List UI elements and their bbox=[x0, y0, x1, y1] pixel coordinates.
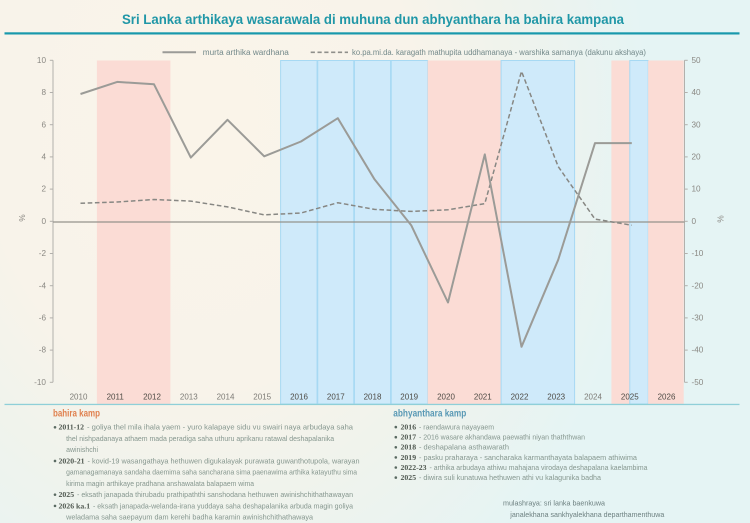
svg-text:- kovid-19 wasangathaya hethuw: - kovid-19 wasangathaya hethuwen digukal… bbox=[88, 456, 360, 465]
svg-text:2026: 2026 bbox=[658, 393, 676, 402]
svg-text:2020: 2020 bbox=[437, 393, 455, 402]
svg-text:2015: 2015 bbox=[253, 393, 271, 402]
svg-text:2011-12: 2011-12 bbox=[59, 423, 85, 432]
svg-text:- eksath janapada thirubadu pr: - eksath janapada thirubadu prathipathth… bbox=[77, 490, 353, 499]
svg-text:2019: 2019 bbox=[401, 453, 417, 462]
svg-text:thel nishpadanaya athaem mada: thel nishpadanaya athaem mada peradiga s… bbox=[66, 434, 334, 443]
svg-text:30: 30 bbox=[692, 120, 702, 129]
svg-text:2014: 2014 bbox=[217, 393, 235, 402]
svg-text:20: 20 bbox=[692, 153, 702, 162]
svg-text:2024: 2024 bbox=[584, 393, 602, 402]
svg-text:weladama saha saepayum dam ker: weladama saha saepayum dam kerehi badha … bbox=[65, 513, 313, 522]
svg-text:- 2016 wasare akhandawa paewat: - 2016 wasare akhandawa paewathi niyan t… bbox=[419, 433, 585, 442]
svg-text:0: 0 bbox=[41, 217, 46, 226]
svg-text:2021: 2021 bbox=[474, 393, 492, 402]
svg-text:-2: -2 bbox=[39, 249, 47, 258]
svg-text:4: 4 bbox=[41, 153, 46, 162]
svg-text:8: 8 bbox=[41, 88, 46, 97]
svg-text:-8: -8 bbox=[39, 346, 47, 355]
svg-text:- eksath janapada-welanda-iran: - eksath janapada-welanda-irana yuddaya … bbox=[93, 501, 353, 510]
svg-text:murta arthika wardhana: murta arthika wardhana bbox=[203, 48, 290, 57]
svg-text:abhyanthara kamp: abhyanthara kamp bbox=[393, 409, 466, 420]
svg-text:2016: 2016 bbox=[401, 423, 417, 432]
svg-text:2023: 2023 bbox=[547, 393, 565, 402]
svg-text:ko.pa.mi.da. karagath mathupit: ko.pa.mi.da. karagath mathupita uddhaman… bbox=[352, 48, 646, 57]
svg-text:2: 2 bbox=[41, 185, 46, 194]
svg-text:2013: 2013 bbox=[180, 393, 198, 402]
svg-text:-4: -4 bbox=[39, 281, 47, 290]
svg-text:2017: 2017 bbox=[401, 433, 417, 442]
svg-text:2022: 2022 bbox=[511, 393, 529, 402]
svg-text:2020-21: 2020-21 bbox=[59, 456, 85, 465]
svg-text:2010: 2010 bbox=[70, 393, 88, 402]
svg-text:-10: -10 bbox=[34, 378, 46, 387]
svg-text:-30: -30 bbox=[692, 314, 704, 323]
svg-text:awinishchi: awinishchi bbox=[66, 445, 98, 454]
svg-text:-50: -50 bbox=[692, 378, 704, 387]
svg-text:6: 6 bbox=[41, 120, 46, 129]
svg-text:- pasku praharaya - sancharaka: - pasku praharaya - sancharaka karmantha… bbox=[419, 453, 637, 462]
svg-text:gamanagamanaya sandaha daemima: gamanagamanaya sandaha daemima saha sanc… bbox=[66, 468, 357, 477]
svg-text:2017: 2017 bbox=[327, 393, 345, 402]
svg-text:bahira kamp: bahira kamp bbox=[53, 409, 100, 420]
svg-text:- raendawura nayayaem: - raendawura nayayaem bbox=[419, 423, 494, 432]
svg-text:2011: 2011 bbox=[107, 393, 125, 402]
svg-text:%: % bbox=[18, 214, 27, 221]
svg-text:50: 50 bbox=[692, 56, 702, 65]
svg-text:2018: 2018 bbox=[364, 393, 382, 402]
svg-text:mulashraya: sri lanka baenkuwa: mulashraya: sri lanka baenkuwa bbox=[503, 499, 605, 508]
svg-text:-6: -6 bbox=[39, 314, 47, 323]
svg-text:Sri Lanka arthikaya wasarawala: Sri Lanka arthikaya wasarawala di muhuna… bbox=[122, 12, 624, 28]
svg-text:10: 10 bbox=[692, 185, 702, 194]
svg-text:0: 0 bbox=[692, 217, 697, 226]
svg-text:2018: 2018 bbox=[401, 443, 417, 452]
svg-text:%: % bbox=[716, 215, 725, 222]
svg-text:- deshapalana asthawarath: - deshapalana asthawarath bbox=[419, 443, 509, 452]
svg-text:-10: -10 bbox=[692, 249, 704, 258]
svg-text:-20: -20 bbox=[692, 281, 704, 290]
svg-text:2022-23: 2022-23 bbox=[401, 463, 427, 472]
svg-text:-40: -40 bbox=[692, 346, 704, 355]
svg-text:10: 10 bbox=[37, 56, 47, 65]
svg-text:- diwira suli kunatuwa hethuwe: - diwira suli kunatuwa hethuwen athi vu … bbox=[419, 473, 601, 482]
svg-text:2025: 2025 bbox=[401, 473, 417, 482]
svg-text:40: 40 bbox=[692, 88, 702, 97]
svg-text:- goliya thel mila ihala yaem: - goliya thel mila ihala yaem - yuro kal… bbox=[87, 423, 353, 432]
svg-text:2019: 2019 bbox=[400, 393, 418, 402]
svg-text:2016: 2016 bbox=[290, 393, 308, 402]
svg-text:2026 ka.1: 2026 ka.1 bbox=[59, 501, 91, 510]
svg-text:2012: 2012 bbox=[143, 393, 161, 402]
svg-text:janalekhana sankhyalekhana dep: janalekhana sankhyalekhana departhamenth… bbox=[509, 510, 664, 519]
svg-text:- arthika arbudaya athiwu maha: - arthika arbudaya athiwu mahajana virod… bbox=[430, 463, 648, 472]
svg-text:kirima magin arthikaye pradhan: kirima magin arthikaye pradhana anshawal… bbox=[66, 479, 254, 488]
svg-text:2025: 2025 bbox=[59, 490, 75, 499]
svg-text:2025: 2025 bbox=[621, 393, 639, 402]
